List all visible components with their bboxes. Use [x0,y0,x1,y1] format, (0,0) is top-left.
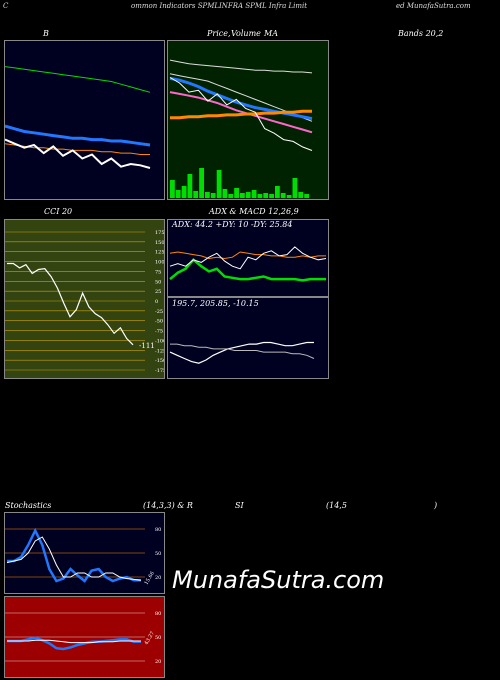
volume-bar [205,192,210,198]
cci-tick-label: -25 [155,309,163,315]
cci-panel: 175 150 125 100 75 50 25 0 -25 -50 -75 -100 -125 -150… [4,219,165,379]
volume-bar [257,194,263,198]
header-title: ommon Indicators SPMLINFRA SPML Infra Li… [131,2,308,10]
rsi-tick-label: 80 [155,611,161,617]
macd-line [169,341,314,364]
volume-bar [216,170,222,198]
volume-bar [181,186,187,198]
cci-tick-label: -50 [155,319,163,325]
cci-tick-label: 50 [155,279,161,285]
macd-panel: 195.7, 205.85, -10.15 [167,297,329,379]
cci-tick-label: 75 [155,269,161,275]
bollinger-chart [5,66,151,169]
volume-bar [280,193,286,198]
stoch-tick-label: 50 [155,551,161,557]
volume-bar [210,193,216,198]
cci-tick-label: -75 [155,329,163,335]
header-site: ed MunafaSutra.com [396,2,471,10]
ma-line-5 [170,109,312,120]
cci-tick-label: 100 [155,260,164,266]
lower-band-line [5,143,150,155]
price-volume-chart [169,59,313,198]
cci-tick-label: 150 [155,240,164,246]
cci-chart: 175 150 125 100 75 50 25 0 -25 -50 -75 -100 -125 -150… [5,230,164,374]
volume-bar [292,178,298,198]
price-line [5,138,151,169]
volume-bar [193,191,199,198]
ma-label: MA [264,29,278,38]
volume-bar [263,193,269,198]
cci-tick-label: 175 [155,230,164,236]
stoch-k-line [7,527,141,583]
ma-line-3 [169,91,313,134]
volume-bar [199,168,204,198]
cci-tick-label: 25 [155,289,161,295]
cci-tick-label: -125 [155,348,164,354]
stoch-tick-label: 20 [155,575,161,581]
rsi-close: ) [434,501,438,510]
upper-band-line [5,66,151,93]
cci-tick-label: 125 [155,250,164,256]
volume-bar [286,195,292,198]
volume-bar [245,192,251,198]
volume-bar [170,180,175,198]
rsi-tick-label: 50 [155,635,161,641]
volume-bar [175,190,181,198]
volume-label: Volume [231,29,261,38]
rsi-panel: 80 50 20 43.27 [4,596,165,678]
rsi-params: (14,5 [326,501,347,510]
price-volume-panel [167,40,329,200]
adx-line [169,251,326,260]
volume-bar [187,174,193,198]
stoch-d-line [6,536,142,581]
close-line [169,77,313,151]
adx-panel: ADX: 44.2 +DY: 10 -DY: 25.84 [167,219,329,297]
volume-bar [298,192,304,198]
volume-bar [222,189,228,198]
cci-label: CCI 20 [44,207,73,216]
macd-chart [169,341,315,364]
macd-values: 195.7, 205.85, -10.15 [172,299,259,308]
stochastics-panel: 80 50 20 15.66 [4,512,165,594]
volume-bar [240,193,245,198]
price-label: Price, [207,29,231,38]
rsi-signal-line [7,639,141,644]
bands-label: Bands 20,2 [398,29,444,38]
signal-line [170,343,315,359]
stoch-params: (14,3,3) & R [143,501,193,510]
volume-bar [234,188,239,198]
header-left: C [3,2,9,10]
plus-di-line [169,258,326,282]
adx-values: ADX: 44.2 +DY: 10 -DY: 25.84 [172,220,293,229]
bollinger-panel [4,40,165,200]
volume-bar [228,194,234,198]
ma-line-1 [169,59,313,74]
volume-bar [251,190,257,198]
volume-bar [275,186,280,198]
bollinger-label: B [43,29,49,38]
rsi-line [7,636,141,651]
volume-bar [269,194,274,198]
si-label: SI [235,501,244,510]
cci-line [7,262,134,346]
stoch-tick-label: 80 [155,527,161,533]
cci-readout: -111 [139,342,155,350]
cci-tick-label: -150 [155,358,164,364]
stoch-label: Stochastics [5,501,52,510]
rsi-tick-label: 20 [155,659,161,665]
middle-band-line [5,124,151,147]
minus-di-line [169,246,327,270]
adx-macd-label: ADX & MACD 12,26,9 [209,207,299,216]
watermark: MunafaSutra.com [172,566,385,594]
volume-bar [304,194,309,198]
cci-tick-label: -100 [155,338,164,344]
adx-chart [169,246,327,282]
cci-tick-label: 0 [155,299,158,305]
cci-tick-label: -175 [155,368,164,374]
